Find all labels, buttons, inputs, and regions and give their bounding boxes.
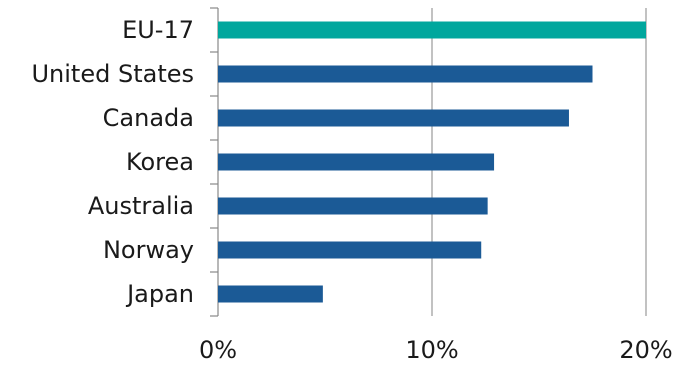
category-label-4: Australia — [88, 192, 194, 220]
category-label-6: Japan — [125, 280, 194, 308]
category-label-3: Korea — [126, 148, 194, 176]
bar-1 — [218, 65, 593, 83]
x-tick-label-0: 0% — [199, 336, 237, 364]
bar-2 — [218, 109, 569, 127]
category-label-2: Canada — [103, 104, 194, 132]
category-label-5: Norway — [103, 236, 194, 264]
bar-3 — [218, 153, 495, 171]
bar-5 — [218, 241, 482, 259]
bar-6 — [218, 285, 323, 303]
category-label-0: EU-17 — [122, 16, 194, 44]
x-tick-label-1: 10% — [405, 336, 458, 364]
bar-4 — [218, 197, 488, 215]
x-tick-label-2: 20% — [619, 336, 672, 364]
category-label-1: United States — [31, 60, 194, 88]
bar-0 — [218, 21, 646, 39]
